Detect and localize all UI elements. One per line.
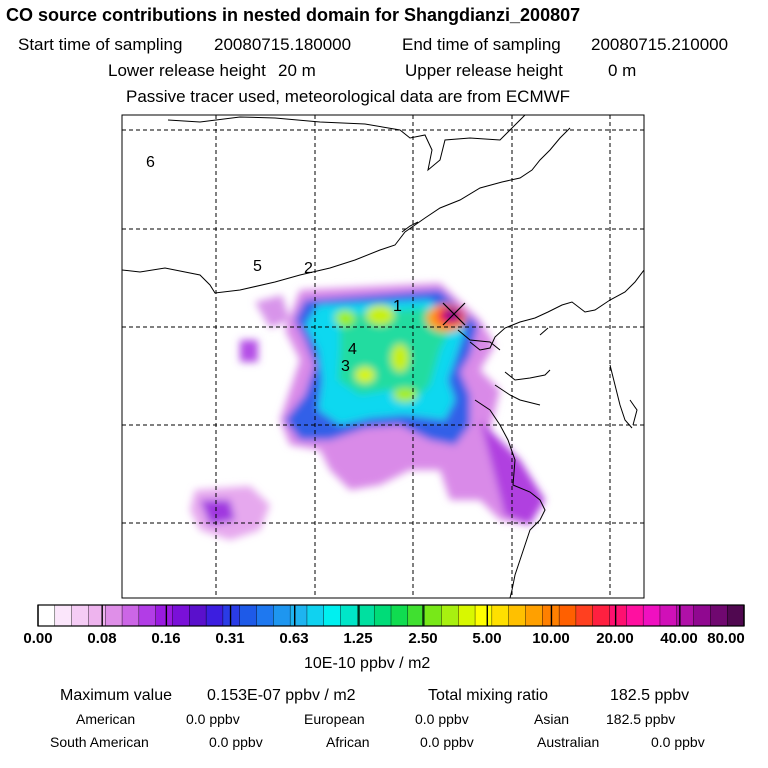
african-label: African xyxy=(326,734,370,750)
colorbar-cell xyxy=(323,604,342,627)
colorbar-cell xyxy=(357,604,375,627)
australian-label: Australian xyxy=(537,734,600,750)
colorbar-cell xyxy=(373,604,392,627)
colorbar-cell xyxy=(273,604,291,627)
american-value: 0.0 ppbv xyxy=(186,711,240,727)
colorbar-cell xyxy=(256,604,274,627)
lower-height-value: 20 m xyxy=(278,61,316,80)
region-label-1: 1 xyxy=(393,298,402,315)
colorbar-cell xyxy=(37,604,56,627)
american-label: American xyxy=(76,711,136,727)
colorbar-cell xyxy=(306,604,325,627)
start-time-label: Start time of sampling xyxy=(18,35,183,54)
colorbar-tick-label: 1.25 xyxy=(343,630,373,647)
total-mixing-label: Total mixing ratio xyxy=(428,687,549,704)
concentration-field xyxy=(190,283,545,540)
colorbar-cell xyxy=(458,604,476,627)
asian-label: Asian xyxy=(534,711,570,727)
colorbar-cell xyxy=(105,604,123,627)
colorbar-cell xyxy=(592,604,611,627)
colorbar-cell xyxy=(642,604,661,627)
colorbar-cell xyxy=(424,604,442,627)
african-value: 0.0 ppbv xyxy=(420,734,474,750)
region-label-4: 4 xyxy=(348,341,357,358)
colorbar-cell xyxy=(659,604,678,627)
region-label-3: 3 xyxy=(341,358,350,375)
colorbar-cell xyxy=(172,604,190,627)
colorbar-tick-label: 2.50 xyxy=(408,630,438,647)
australian-value: 0.0 ppbv xyxy=(651,734,705,750)
colorbar-cell xyxy=(54,604,73,627)
boundaries-coastline xyxy=(122,115,644,598)
total-mixing-value: 182.5 ppbv xyxy=(610,687,690,704)
end-time-label: End time of sampling xyxy=(402,35,561,54)
colorbar-cell xyxy=(138,604,157,627)
colorbar-tick-label: 40.00 xyxy=(660,630,698,647)
colorbar-cell xyxy=(189,604,207,627)
colorbar-cell xyxy=(693,604,711,627)
colorbar-major-ticks xyxy=(37,605,745,626)
asian-value: 182.5 ppbv xyxy=(606,711,676,727)
plot-title: CO source contributions in nested domain… xyxy=(6,5,581,25)
colorbar-cell xyxy=(474,604,493,627)
colorbar-cell xyxy=(525,604,543,627)
colorbar-cell xyxy=(407,604,426,627)
x-marker-icon xyxy=(442,302,466,326)
colorbar-cell xyxy=(558,604,577,627)
max-value-label: Maximum value xyxy=(60,687,173,704)
colorbar-cell xyxy=(626,604,644,627)
european-value: 0.0 ppbv xyxy=(415,711,469,727)
colorbar-tick-label: 5.00 xyxy=(472,630,502,647)
colorbar-cell xyxy=(441,604,459,627)
colorbar-cell xyxy=(340,604,358,627)
south-american-label: South American xyxy=(50,734,149,750)
lat-lon-grid xyxy=(122,115,644,598)
colorbar-tick-label: 80.00 xyxy=(707,630,745,647)
colorbar-cell xyxy=(710,604,728,627)
colorbar-cell xyxy=(575,604,594,627)
south-american-value: 0.0 ppbv xyxy=(209,734,263,750)
colorbar-cell xyxy=(609,604,627,627)
region-label-6: 6 xyxy=(146,154,155,171)
end-time-value: 20080715.210000 xyxy=(591,35,729,54)
colorbar-tick-label: 0.08 xyxy=(87,630,117,647)
max-value: 0.153E-07 ppbv / m2 xyxy=(207,687,356,704)
colorbar-cell xyxy=(155,604,173,627)
tracer-note: Passive tracer used, meteorological data… xyxy=(126,87,571,106)
colorbar-tick-label: 0.16 xyxy=(151,630,181,647)
colorbar-cell xyxy=(726,604,745,627)
colorbar-cell xyxy=(205,604,224,627)
lower-height-label: Lower release height xyxy=(108,61,266,80)
map-frame xyxy=(121,114,645,599)
start-time-value: 20080715.180000 xyxy=(214,35,352,54)
upper-height-value: 0 m xyxy=(608,61,637,80)
colorbar-tick-label: 0.63 xyxy=(279,630,309,647)
colorbar-tick-label: 0.31 xyxy=(215,630,245,647)
colorbar-unit: 10E-10 ppbv / m2 xyxy=(304,655,431,672)
region-label-2: 2 xyxy=(304,260,313,277)
colorbar-cells xyxy=(37,604,745,627)
european-label: European xyxy=(304,711,365,727)
colorbar-cell xyxy=(88,604,106,627)
colorbar-tick-label: 10.00 xyxy=(532,630,570,647)
colorbar-cell xyxy=(390,604,409,627)
colorbar-cell xyxy=(289,604,308,627)
colorbar-tick-label: 0.00 xyxy=(23,630,53,647)
colorbar-cell xyxy=(239,604,258,627)
upper-height-label: Upper release height xyxy=(405,61,563,80)
colorbar-cell xyxy=(508,604,526,627)
colorbar-cell xyxy=(491,604,510,627)
colorbar-cell xyxy=(71,604,89,627)
region-label-5: 5 xyxy=(253,258,262,275)
colorbar-cell xyxy=(121,604,140,627)
colorbar-cell xyxy=(222,604,241,627)
colorbar-tick-label: 20.00 xyxy=(596,630,634,647)
